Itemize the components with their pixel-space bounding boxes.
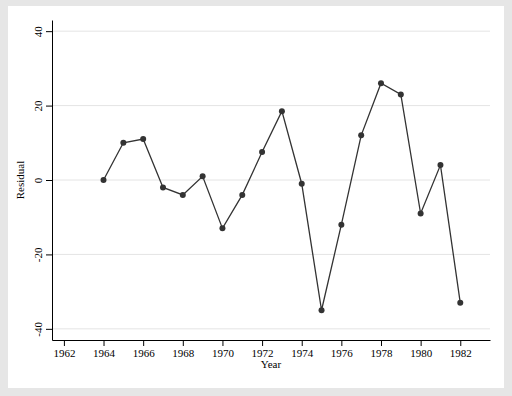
x-tick-mark [421,340,422,346]
marker [457,300,463,306]
x-tick-mark [341,340,342,346]
marker [338,222,344,228]
x-tick-mark [460,340,461,346]
y-tick-label: -40 [32,322,44,337]
x-tick-label: 1966 [133,347,156,359]
marker [120,140,126,146]
marker [418,210,424,216]
marker [398,91,404,97]
chart: -40-200204019621964196619681970197219741… [0,0,512,396]
y-tick-mark [46,329,52,330]
y-tick-label: 20 [32,100,44,112]
grid-line [52,31,490,32]
y-tick-mark [46,31,52,32]
grid-line [52,328,490,329]
grid-line [52,180,490,181]
marker [437,162,443,168]
marker [299,181,305,187]
y-axis: -40 -20 0 20 40 [32,21,53,341]
x-tick: 1968 [172,340,195,359]
x-tick-mark [104,340,105,346]
grid-line [52,105,490,106]
x-tick: 1978 [370,340,393,359]
x-tick-label: 1982 [450,347,472,359]
marker [279,108,285,114]
x-tick: 1972 [252,340,274,359]
x-tick-label: 1970 [212,347,235,359]
marker [180,192,186,198]
y-axis-line [52,21,53,341]
y-tick: -20 [32,247,52,262]
x-tick-label: 1972 [252,347,274,359]
marker [239,192,245,198]
plot-marks [101,80,464,313]
marker [160,184,166,190]
grid-line [52,254,490,255]
x-tick-mark [183,340,184,346]
x-axis-title: Year [261,358,282,370]
background [8,6,504,388]
marker [140,136,146,142]
x-tick-mark [262,340,263,346]
y-tick: 20 [32,100,52,112]
y-tick-mark [46,106,52,107]
marker [101,177,107,183]
x-tick-label: 1964 [93,347,116,359]
x-tick: 1964 [93,340,116,359]
x-tick: 1974 [291,340,314,359]
y-tick-label: -20 [32,247,44,262]
x-tick: 1982 [450,340,472,359]
x-tick-label: 1978 [370,347,393,359]
x-tick: 1976 [331,340,354,359]
x-tick: 1980 [410,340,433,359]
marker [200,173,206,179]
x-tick-mark [143,340,144,346]
marker [259,149,265,155]
marker [358,132,364,138]
x-tick-mark [64,340,65,346]
x-tick-label: 1968 [172,347,195,359]
marker [219,225,225,231]
x-tick: 1970 [212,340,235,359]
grid [52,31,490,329]
x-tick: 1966 [133,340,156,359]
x-tick-label: 1974 [291,347,314,359]
y-tick-mark [46,254,52,255]
y-tick-label: 40 [32,26,44,37]
y-tick: 40 [32,26,52,37]
x-axis-line [53,340,491,341]
x-tick-mark [381,340,382,346]
outer-background [0,0,512,396]
x-tick-label: 1980 [410,347,433,359]
x-axis: 1962 1964 1966 1968 1970 1972 1974 1976 1978 1980… [53,340,491,359]
x-tick-label: 1962 [53,347,75,359]
x-tick-mark [302,340,303,346]
x-tick: 1962 [53,340,75,359]
line [104,83,461,310]
marker [378,80,384,86]
y-tick-label: 0 [32,177,44,183]
x-tick-mark [222,340,223,346]
y-tick-mark [46,180,52,181]
y-tick: 0 [32,177,52,183]
x-tick-label: 1976 [331,347,354,359]
y-tick: -40 [32,322,52,337]
y-axis-title: Residual [14,161,26,200]
marker [319,307,325,313]
